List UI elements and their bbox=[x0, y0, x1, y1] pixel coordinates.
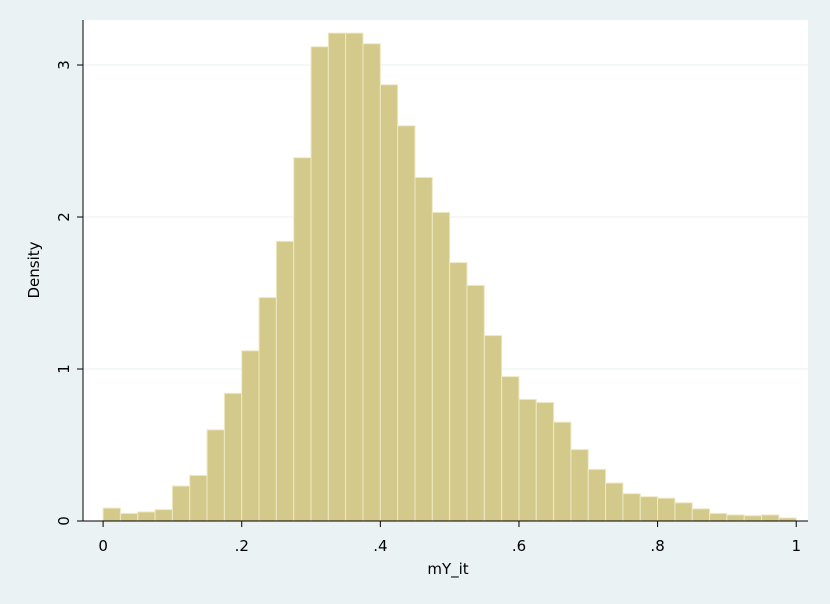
bar bbox=[275, 240, 295, 522]
y-tick-label: 3 bbox=[55, 60, 73, 70]
bar bbox=[414, 176, 433, 522]
bar bbox=[605, 482, 624, 522]
x-tick-label: .6 bbox=[512, 537, 526, 555]
bar bbox=[657, 497, 676, 522]
x-tick-label: .8 bbox=[650, 537, 664, 555]
bar bbox=[223, 392, 243, 522]
bar bbox=[137, 511, 156, 522]
bar bbox=[310, 46, 329, 522]
bar bbox=[171, 485, 191, 522]
bar bbox=[154, 509, 173, 522]
bar bbox=[674, 502, 693, 522]
bar bbox=[362, 43, 381, 522]
bar bbox=[345, 32, 364, 522]
bar bbox=[726, 514, 745, 522]
bar bbox=[518, 398, 537, 522]
bar bbox=[327, 32, 347, 522]
bar bbox=[535, 401, 555, 522]
bar bbox=[241, 350, 260, 522]
bar bbox=[743, 515, 763, 522]
bar bbox=[397, 125, 416, 522]
bar bbox=[587, 468, 607, 522]
bar bbox=[483, 335, 503, 522]
y-axis-label: Density bbox=[25, 241, 43, 298]
bar bbox=[379, 84, 399, 522]
bar bbox=[206, 429, 225, 522]
bar bbox=[639, 496, 659, 522]
y-tick-label: 2 bbox=[55, 212, 73, 222]
bar bbox=[691, 508, 711, 522]
y-tick-label: 1 bbox=[55, 364, 73, 374]
bar bbox=[501, 376, 520, 522]
bar bbox=[293, 157, 312, 522]
x-tick-label: .2 bbox=[235, 537, 249, 555]
bar bbox=[258, 297, 277, 522]
bar bbox=[466, 284, 485, 522]
bar bbox=[449, 262, 468, 522]
y-tick-label: 0 bbox=[55, 516, 73, 526]
bar bbox=[119, 512, 139, 522]
bar bbox=[570, 449, 589, 522]
bar bbox=[709, 512, 728, 522]
bar bbox=[102, 507, 121, 522]
bar bbox=[431, 211, 451, 522]
x-tick-label: 1 bbox=[791, 537, 801, 555]
bar bbox=[553, 421, 572, 522]
bar bbox=[622, 493, 641, 522]
bar bbox=[761, 514, 780, 522]
bar bbox=[189, 474, 208, 522]
x-axis-label: mY_it bbox=[427, 560, 468, 579]
x-tick-label: .4 bbox=[373, 537, 387, 555]
x-tick-label: 0 bbox=[98, 537, 108, 555]
